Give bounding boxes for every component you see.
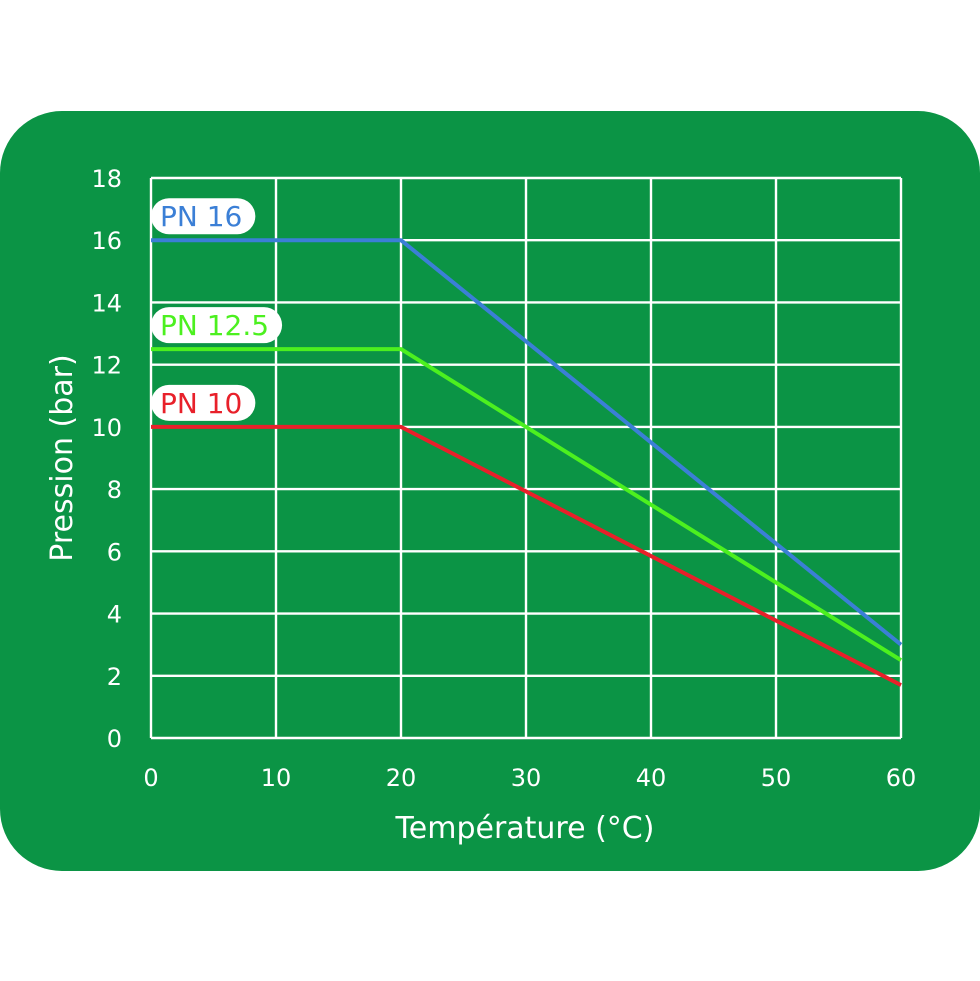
x-tick-label: 0 [143, 764, 158, 792]
x-tick-label: 60 [886, 764, 917, 792]
x-tick-label: 10 [261, 764, 292, 792]
x-tick-label: 40 [636, 764, 667, 792]
y-tick-label: 10 [91, 414, 122, 442]
series-legend: PN 16 [151, 198, 256, 235]
series-line-pn-10 [151, 424, 902, 687]
series-line-pn-12-5 [151, 347, 903, 662]
y-tick-label: 18 [91, 165, 122, 193]
x-axis-title: Température (°C) [395, 811, 655, 846]
series-legend-pill [151, 198, 256, 235]
series-legend-label: PN 16 [160, 200, 242, 233]
y-tick-label: 6 [107, 538, 122, 566]
y-tick-label: 14 [91, 289, 122, 317]
chart-card [0, 111, 980, 871]
y-tick-label: 16 [91, 227, 122, 255]
series-legends: PN 16 PN 12.5 PN 10 [151, 198, 283, 421]
series-legend-label: PN 10 [160, 387, 242, 420]
grid [149, 176, 903, 740]
x-tick-label: 20 [386, 764, 417, 792]
x-tick-label: 50 [761, 764, 792, 792]
x-tick-label: 30 [511, 764, 542, 792]
y-axis-title: Pression (bar) [45, 354, 80, 561]
series-legend-pill [151, 307, 283, 344]
y-tick-label: 12 [91, 352, 122, 380]
y-tick-label: 2 [107, 663, 122, 691]
y-tick-label: 8 [107, 476, 122, 504]
series-legend-pill [151, 384, 256, 421]
y-tick-labels: 0 2 4 6 8 10 12 14 16 18 [91, 165, 122, 753]
series-legend: PN 12.5 [151, 307, 283, 344]
x-tick-labels: 0 10 20 30 40 50 60 [143, 764, 916, 792]
series-lines [151, 238, 903, 687]
series-legend-label: PN 12.5 [160, 309, 269, 342]
y-tick-label: 4 [107, 601, 122, 629]
y-tick-label: 0 [107, 725, 122, 753]
series-legend: PN 10 [151, 384, 256, 421]
series-line-pn-16 [151, 238, 903, 647]
